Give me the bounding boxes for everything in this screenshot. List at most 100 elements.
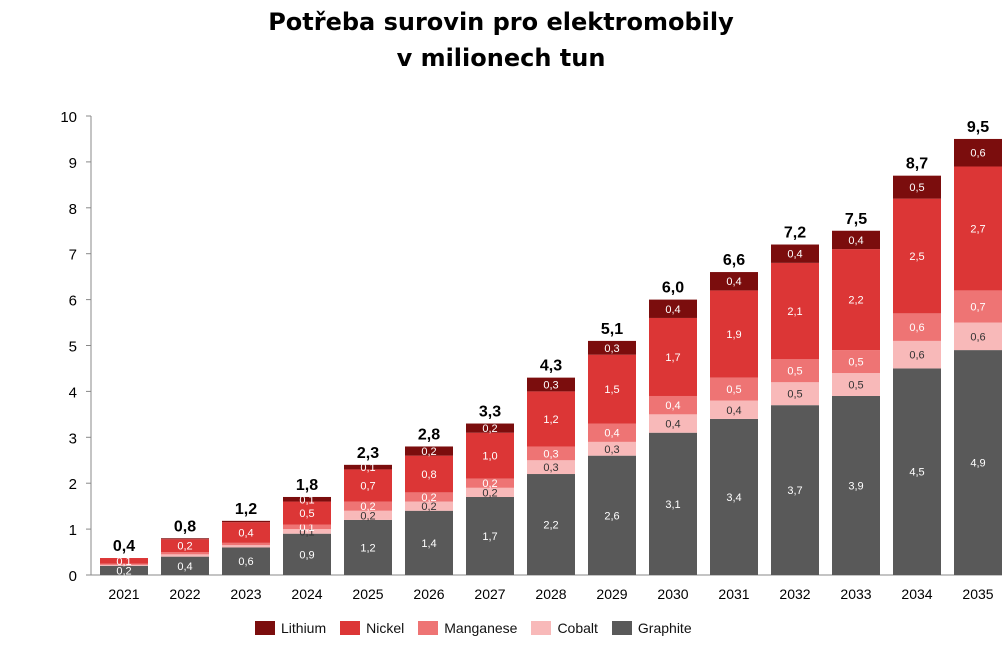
bar-total-label: 7,2 [784, 225, 806, 242]
bar-segment-manganese [100, 563, 148, 565]
bar-segment-cobalt [100, 564, 148, 566]
bar-total-label: 6,0 [662, 280, 684, 297]
bar-data-label: 4,9 [970, 458, 985, 470]
bar-data-label: 1,2 [360, 542, 375, 554]
bar-segment-cobalt [527, 460, 575, 475]
bar-segment-lithium [222, 520, 270, 523]
bar-segment-graphite [100, 565, 148, 575]
bar-data-label: 0,2 [360, 501, 375, 513]
bar-data-label: 4,5 [909, 467, 924, 479]
bar-segment-cobalt [954, 322, 1002, 351]
bar-segment-graphite [222, 547, 270, 575]
bar-total-label: 0,4 [113, 538, 135, 555]
bar-data-label: 0,1 [116, 556, 131, 568]
bar-data-label: 0,1 [299, 494, 314, 506]
y-tick-label: 8 [69, 201, 77, 218]
legend-label: Manganese [444, 620, 518, 636]
bar-data-label: 2,6 [604, 510, 619, 522]
x-tick-label: 2027 [474, 586, 505, 602]
bar-segment-graphite [344, 519, 392, 575]
bar-segment-cobalt [771, 382, 819, 406]
bar-total-label: 1,2 [235, 501, 257, 518]
legend-item-nickel: Nickel [340, 620, 404, 636]
bar-segment-nickel [466, 432, 514, 479]
bar-total-label: 2,3 [357, 445, 379, 462]
legend-swatch [340, 621, 361, 635]
bar-segment-manganese [161, 552, 209, 555]
bar-segment-manganese [710, 377, 758, 401]
bar-segment-graphite [832, 395, 880, 575]
bar-segment-lithium [405, 446, 453, 456]
bar-segment-cobalt [710, 400, 758, 419]
bar-segment-manganese [222, 542, 270, 546]
bar-data-label: 0,1 [299, 522, 314, 534]
bar-data-label: 0,6 [909, 322, 924, 334]
bar-data-label: 0,2 [421, 492, 436, 504]
bar-data-label: 2,5 [909, 251, 924, 263]
legend-item-manganese: Manganese [418, 620, 517, 636]
legend-item-cobalt: Cobalt [531, 620, 598, 636]
legend-label: Lithium [281, 620, 327, 636]
bar-data-label: 0,2 [421, 501, 436, 513]
legend-swatch [418, 621, 439, 635]
bar-data-label: 0,6 [909, 350, 924, 362]
chart-subtitle: v milionech tun [396, 44, 606, 72]
bar-data-label: 1,7 [665, 352, 680, 364]
bar-data-label: 2,2 [543, 520, 558, 532]
bar-segment-cobalt [283, 529, 331, 534]
bar-segment-lithium [588, 340, 636, 355]
bar-segment-lithium [771, 244, 819, 263]
bar-segment-cobalt [893, 340, 941, 369]
bar-segment-cobalt [832, 373, 880, 396]
bar-data-label: 0,1 [299, 526, 314, 538]
bar-total-label: 3,3 [479, 404, 501, 421]
legend-swatch [531, 621, 552, 635]
y-tick-label: 3 [69, 430, 77, 447]
bar-segment-nickel [771, 262, 819, 360]
bar-data-label: 0,4 [665, 419, 680, 431]
bar-data-label: 0,6 [238, 556, 253, 568]
bar-data-label: 1,0 [482, 451, 497, 463]
bar-segment-nickel [893, 198, 941, 314]
bar-data-label: 0,3 [543, 462, 558, 474]
bar-data-label: 0,1 [360, 462, 375, 474]
bar-segment-cobalt [588, 441, 636, 456]
bar-data-label: 1,5 [604, 384, 619, 396]
bar-data-label: 0,5 [787, 389, 802, 401]
bar-segment-manganese [832, 350, 880, 374]
bar-segment-graphite [527, 474, 575, 575]
bar-total-label: 4,3 [540, 358, 562, 375]
y-tick-label: 7 [69, 247, 77, 264]
bar-segment-manganese [283, 524, 331, 530]
y-tick-label: 1 [69, 522, 77, 539]
bar-segment-nickel [344, 469, 392, 502]
bar-data-label: 0,2 [360, 510, 375, 522]
y-tick-label: 2 [69, 476, 77, 493]
x-tick-label: 2028 [535, 586, 566, 602]
bar-data-label: 3,7 [787, 485, 802, 497]
bar-data-label: 0,2 [421, 446, 436, 458]
bar-data-label: 0,4 [726, 405, 741, 417]
bar-data-label: 2,1 [787, 306, 802, 318]
bar-data-label: 1,7 [482, 531, 497, 543]
chart-title: Potřeba surovin pro elektromobily [268, 8, 734, 36]
bar-segment-graphite [405, 510, 453, 575]
bar-data-label: 0,3 [543, 380, 558, 392]
bar-segment-lithium [649, 299, 697, 318]
bar-data-label: 0,3 [604, 444, 619, 456]
bar-data-label: 0,4 [238, 528, 253, 540]
bar-segment-nickel [222, 522, 270, 543]
bar-data-label: 0,4 [177, 561, 192, 573]
bar-segment-cobalt [222, 545, 270, 548]
bar-data-label: 1,9 [726, 329, 741, 341]
bar-total-label: 7,5 [845, 211, 867, 228]
bar-segment-manganese [954, 290, 1002, 323]
bar-data-label: 0,7 [970, 301, 985, 313]
bar-total-label: 1,8 [296, 477, 318, 494]
bar-segment-manganese [771, 359, 819, 383]
x-tick-label: 2031 [718, 586, 749, 602]
bar-data-label: 2,7 [970, 223, 985, 235]
bar-data-label: 0,6 [970, 331, 985, 343]
bar-data-label: 0,5 [848, 380, 863, 392]
